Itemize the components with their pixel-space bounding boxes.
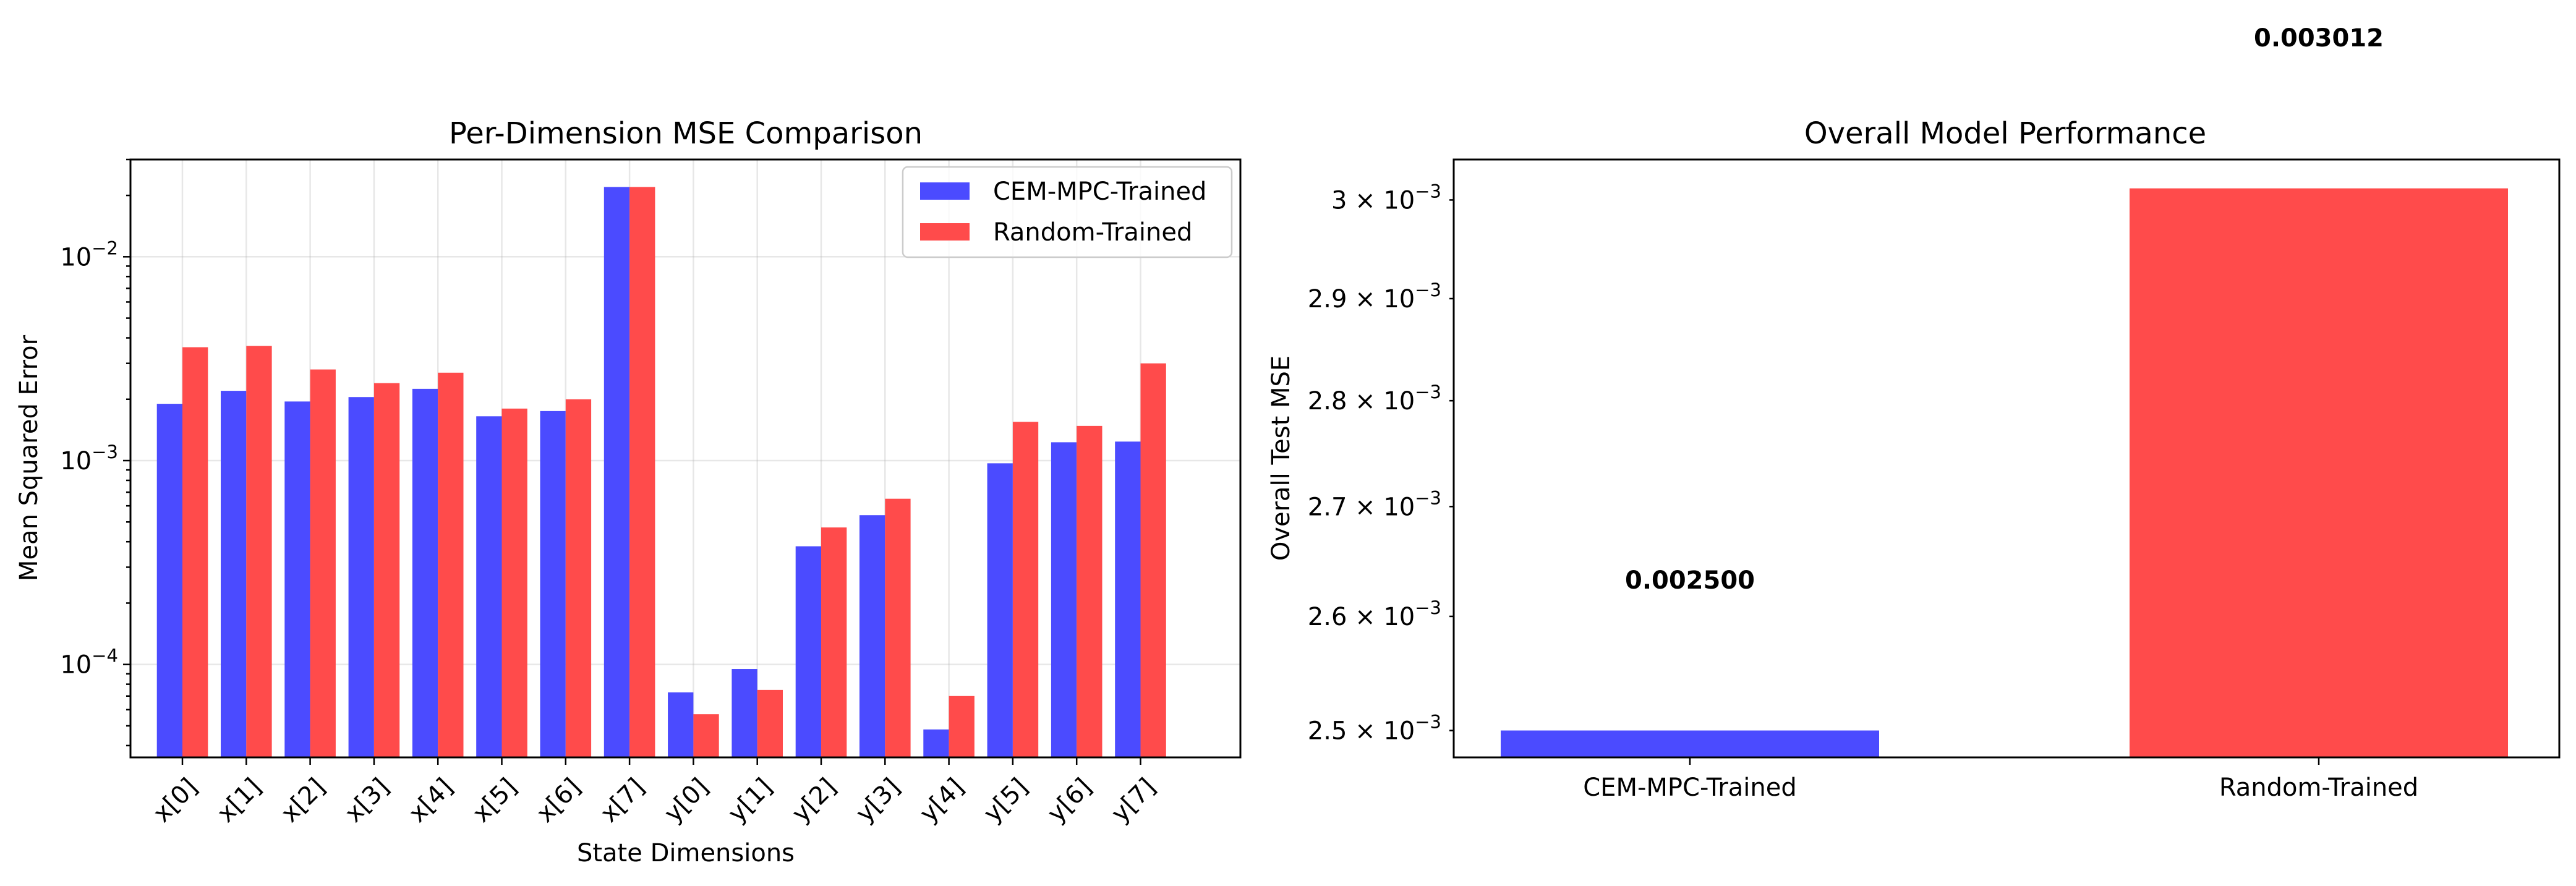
bar-random-trained-y-4 [949, 696, 975, 757]
bar-random-trained-y-7 [1140, 363, 1166, 757]
bar-random-trained-y-6 [1077, 425, 1102, 757]
x-tick-label: CEM-MPC-Trained [1583, 773, 1796, 802]
x-tick-label: x[1] [211, 773, 267, 828]
bar-cem-mpc-trained-x-4 [412, 388, 438, 757]
bar-cem-mpc-trained-y-2 [795, 546, 821, 757]
y-tick-label: 10−4 [60, 645, 118, 679]
left-y-axis-label: Mean Squared Error [15, 334, 43, 581]
legend: CEM-MPC-Trained Random-Trained [902, 166, 1233, 258]
overall-performance-subplot: Overall Model Performance 2.5 × 10−3 2.6 … [1267, 24, 2561, 802]
right-y-axis-label: Overall Test MSE [1267, 356, 1295, 561]
bar-cem-mpc-trained-y-5 [987, 463, 1013, 757]
bar-random-trained-x-6 [565, 399, 592, 757]
bar-cem-mpc-trained-x-6 [540, 411, 566, 757]
bar-cem-mpc-trained-y-6 [1051, 442, 1077, 757]
y-tick-label: 10−3 [60, 441, 118, 475]
bar-cem-mpc-trained-x-2 [284, 401, 310, 757]
bar-random-trained [2130, 188, 2508, 757]
x-tick-label: y[1] [723, 773, 778, 828]
x-tick-label: y[2] [787, 773, 842, 828]
per-dimension-mse-subplot: Per-Dimension MSE Comparison 10−4 10−3 10−… [15, 116, 1242, 867]
bar-random-trained-y-3 [885, 498, 911, 757]
bar-random-trained-x-3 [373, 383, 400, 757]
bar-random-trained-x-2 [310, 369, 336, 757]
x-tick-label: x[2] [276, 773, 331, 828]
bar-cem-mpc-trained-y-0 [668, 692, 694, 757]
value-label-cem-mpc-trained: 0.002500 [1625, 566, 1755, 595]
x-tick-label: x[0] [148, 773, 203, 828]
right-plot-frame [1452, 158, 2561, 759]
legend-swatch-cem-mpc [920, 182, 970, 200]
bar-cem-mpc-trained-y-3 [859, 515, 885, 757]
bar-cem-mpc-trained-y-1 [731, 669, 757, 757]
bar-cem-mpc-trained-x-5 [476, 416, 502, 757]
x-tick-label: y[3] [850, 773, 905, 828]
y-tick-label: 10−2 [60, 237, 118, 271]
x-tick-label: x[3] [339, 773, 395, 828]
bar-cem-mpc-trained-x-1 [221, 391, 247, 757]
bar-cem-mpc-trained-y-7 [1115, 441, 1141, 757]
bar-cem-mpc-trained-x-3 [348, 397, 374, 757]
x-tick-label: y[7] [1106, 773, 1161, 828]
bar-cem-mpc-trained-y-4 [923, 729, 949, 757]
x-tick-label: y[4] [915, 773, 970, 828]
y-tick-label: 2.9 × 10−3 [1308, 279, 1441, 313]
bar-random-trained-y-2 [821, 527, 847, 757]
y-tick-label: 2.6 × 10−3 [1308, 597, 1441, 631]
value-label-random-trained: 0.003012 [2254, 24, 2384, 53]
x-tick-label: x[4] [403, 773, 458, 828]
legend-label-random: Random-Trained [993, 218, 1192, 247]
bar-cem-mpc-trained-x-0 [156, 404, 182, 757]
left-x-axis-label: State Dimensions [577, 839, 795, 867]
bar-random-trained-x-5 [501, 408, 527, 757]
y-tick-label: 2.8 × 10−3 [1308, 381, 1441, 415]
bar-cem-mpc-trained [1501, 730, 1879, 757]
legend-label-cem-mpc: CEM-MPC-Trained [993, 177, 1206, 206]
x-tick-label: x[7] [595, 773, 650, 828]
x-tick-label: y[0] [659, 773, 714, 828]
bar-random-trained-x-0 [182, 347, 208, 757]
x-tick-label: x[5] [467, 773, 522, 828]
x-tick-label: y[5] [978, 773, 1033, 828]
legend-swatch-random [920, 223, 970, 241]
x-tick-label: y[6] [1042, 773, 1097, 828]
bar-random-trained-x-7 [629, 187, 655, 758]
legend-box [902, 166, 1233, 258]
y-tick-label: 2.5 × 10−3 [1308, 712, 1441, 746]
bar-random-trained-y-0 [693, 714, 719, 757]
bar-cem-mpc-trained-x-7 [603, 187, 630, 758]
y-tick-label: 3 × 10−3 [1331, 181, 1441, 215]
left-plot-frame [129, 158, 1242, 759]
x-tick-label: Random-Trained [2219, 773, 2418, 802]
right-chart-title: Overall Model Performance [1804, 116, 2206, 151]
x-tick-label: x[6] [531, 773, 586, 828]
bar-random-trained-x-1 [246, 346, 272, 757]
bar-random-trained-y-5 [1012, 422, 1039, 757]
y-tick-label: 2.7 × 10−3 [1308, 487, 1441, 521]
bar-random-trained-y-1 [757, 689, 783, 757]
left-chart-title: Per-Dimension MSE Comparison [449, 116, 923, 151]
bar-random-trained-x-4 [438, 372, 464, 757]
